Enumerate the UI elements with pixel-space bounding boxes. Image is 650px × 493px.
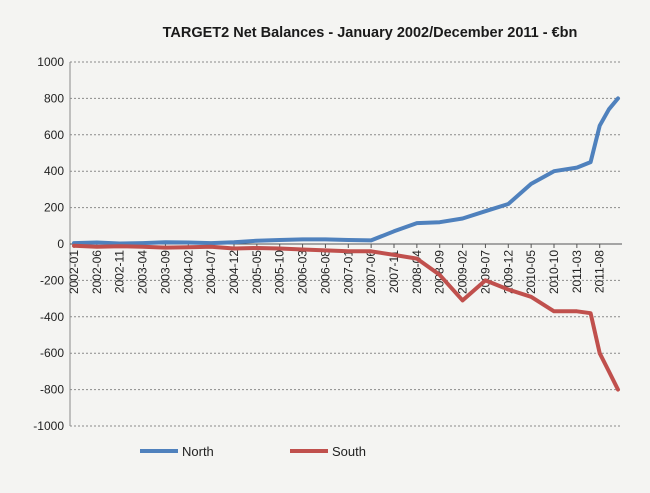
- x-tick-label: 2006-08: [318, 250, 332, 294]
- y-tick-label: -400: [40, 310, 64, 324]
- x-tick-label: 2010-05: [524, 250, 538, 294]
- x-tick-label: 2002-01: [67, 250, 81, 294]
- y-tick-label: 600: [44, 128, 64, 142]
- x-tick-label: 2006-03: [296, 250, 310, 294]
- x-tick-label: 2009-12: [501, 250, 515, 294]
- x-tick-label: 2011-03: [570, 250, 584, 293]
- y-tick-label: 1000: [37, 55, 64, 69]
- x-tick-label: 2004-07: [204, 250, 218, 294]
- y-tick-labels: 1000 800 600 400 200 0 -200 -400 -600 -800 -1000: [33, 55, 64, 433]
- y-tick-label: -1000: [33, 419, 64, 433]
- x-tick-label: 2005-10: [273, 250, 287, 294]
- x-tick-label: 2011-08: [593, 250, 607, 293]
- series-lines: [72, 96, 620, 392]
- y-tick-label: 800: [44, 91, 64, 105]
- legend-label-north: North: [182, 444, 214, 459]
- chart-title: TARGET2 Net Balances - January 2002/Dece…: [163, 25, 578, 41]
- x-tick-label: 2007-01: [341, 250, 355, 294]
- y-tick-label: -800: [40, 383, 64, 397]
- x-tick-label: 2002-11: [113, 250, 127, 293]
- x-tick-label: 2005-05: [250, 250, 264, 294]
- x-tick-label: 2009-07: [478, 250, 492, 294]
- x-tick-label: 2009-02: [456, 250, 470, 294]
- series-line-north: [72, 96, 620, 246]
- x-tick-label: 2010-10: [547, 250, 561, 294]
- y-tick-label: -200: [40, 273, 64, 287]
- x-tick-label: 2002-06: [90, 250, 104, 294]
- y-tick-label: -600: [40, 346, 64, 360]
- series-line-south: [72, 243, 620, 392]
- x-tick-label: 2003-04: [136, 250, 150, 294]
- x-tick-label: 2008-09: [433, 250, 447, 294]
- x-tick-label: 2007-06: [364, 250, 378, 294]
- y-tick-label: 0: [57, 237, 64, 251]
- legend-label-south: South: [332, 444, 366, 459]
- x-tick-label: 2007-11: [387, 250, 401, 293]
- x-tick-label: 2004-12: [227, 250, 241, 294]
- y-tick-label: 200: [44, 201, 64, 215]
- x-tick-label: 2004-02: [181, 250, 195, 294]
- y-tick-label: 400: [44, 164, 64, 178]
- legend: North South: [140, 444, 366, 459]
- x-tick-label: 2003-09: [158, 250, 172, 294]
- x-tick-labels: 2002-01 2002-06 2002-11 2003-04 2003-09 2004-…: [67, 250, 607, 294]
